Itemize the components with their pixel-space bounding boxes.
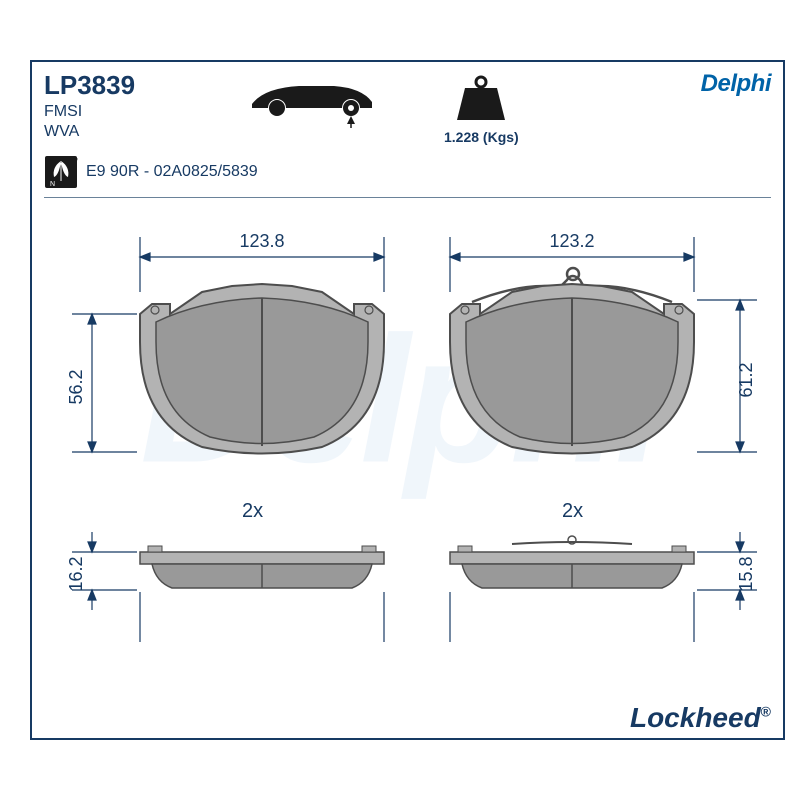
weight-block: 1.228 (Kgs)	[444, 74, 519, 145]
header-divider	[44, 197, 771, 198]
right-width-label: 123.2	[549, 231, 594, 251]
brand-lockheed: Lockheed®	[630, 702, 771, 734]
right-pad-side	[450, 536, 694, 588]
left-qty: 2x	[242, 500, 263, 523]
right-thickness-label: 15.8	[736, 556, 756, 591]
header: LP3839 FMSI WVA Delphi 1.228 (Kgs)	[44, 70, 771, 225]
right-pad-diagram: 123.2 61.2	[412, 222, 782, 702]
left-pad-diagram: 123.8 56.2	[52, 222, 412, 702]
weight-icon	[451, 74, 511, 122]
right-pad-front	[450, 284, 694, 454]
left-pad-front	[140, 284, 384, 454]
spec-frame: LP3839 FMSI WVA Delphi 1.228 (Kgs)	[30, 60, 785, 740]
left-height-label: 56.2	[66, 369, 86, 404]
eco-row: N ™ E9 90R - 02A0825/5839	[44, 155, 258, 189]
brand-delphi: Delphi	[701, 70, 771, 98]
left-pad-side	[140, 546, 384, 588]
fmsi-label: FMSI	[44, 103, 771, 121]
part-number: LP3839	[44, 70, 771, 101]
left-thickness-label: 16.2	[66, 556, 86, 591]
left-width-label: 123.8	[239, 231, 284, 251]
svg-text:™: ™	[72, 157, 78, 164]
right-height-label: 61.2	[736, 362, 756, 397]
car-rear-axle-icon	[244, 76, 384, 136]
eco-code: E9 90R - 02A0825/5839	[86, 163, 258, 181]
diagram-area: 123.8 56.2	[32, 222, 783, 698]
wva-label: WVA	[44, 123, 771, 141]
right-qty: 2x	[562, 500, 583, 523]
weight-text: 1.228 (Kgs)	[444, 129, 519, 145]
leaf-icon: N ™	[44, 155, 78, 189]
svg-text:N: N	[50, 181, 55, 188]
